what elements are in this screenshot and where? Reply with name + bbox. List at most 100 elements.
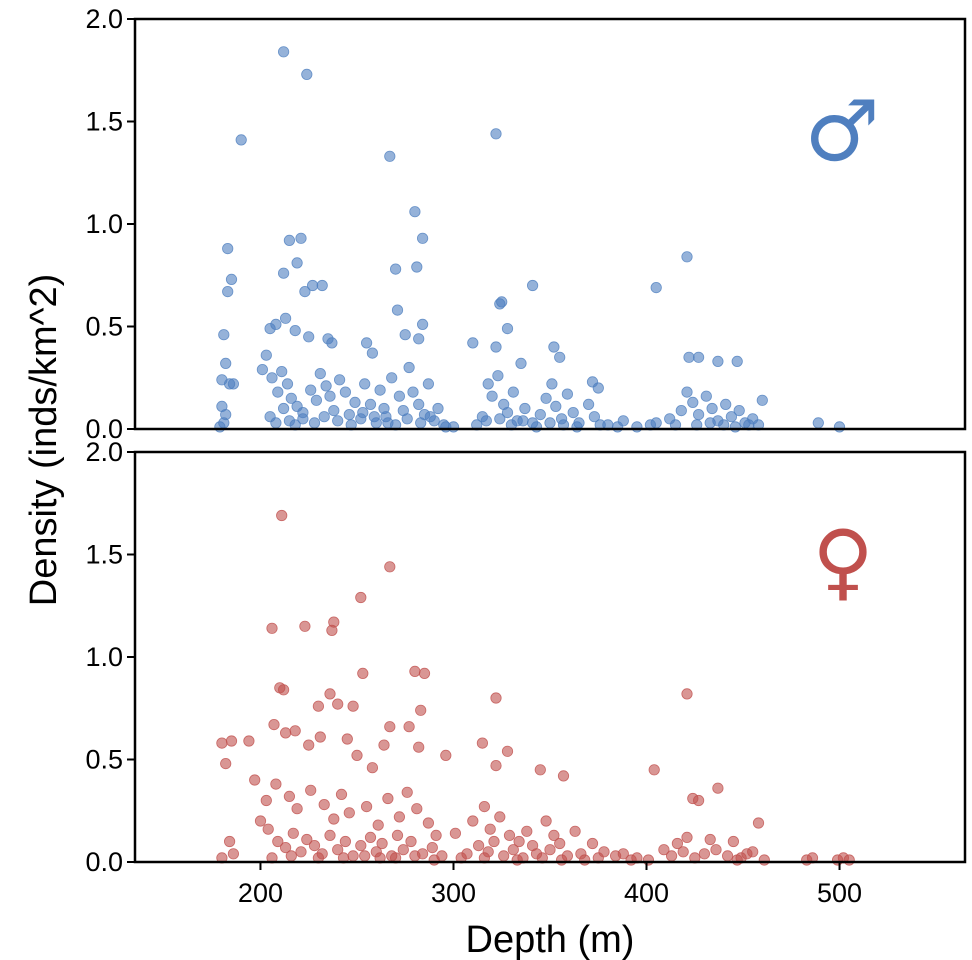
male-point <box>480 415 492 427</box>
female-point <box>704 833 716 846</box>
female-point <box>384 721 396 733</box>
female-point <box>397 844 409 856</box>
male-point <box>380 411 392 423</box>
female-point <box>648 764 660 776</box>
male-point <box>277 402 290 415</box>
male-points <box>214 46 846 433</box>
male-symbol: ♂ <box>804 82 879 180</box>
male-point <box>494 413 506 425</box>
male-point <box>490 128 502 140</box>
y-tick-label: 0.0 <box>85 847 123 877</box>
female-point <box>355 591 367 604</box>
female-point <box>411 803 423 815</box>
female-point <box>401 786 413 798</box>
male-point <box>332 415 344 427</box>
female-point <box>586 837 599 850</box>
male-point <box>281 378 294 390</box>
female-point <box>548 829 560 842</box>
female-point <box>287 827 299 839</box>
male-point <box>492 370 504 382</box>
male-point <box>260 349 272 361</box>
female-point <box>642 854 655 866</box>
female-point <box>260 794 272 807</box>
male-point <box>548 341 560 353</box>
male-point <box>283 234 295 246</box>
male-point <box>277 267 290 279</box>
female-point <box>351 749 363 762</box>
male-point <box>214 421 226 433</box>
female-point <box>335 788 348 801</box>
female-point <box>681 688 693 700</box>
female-point <box>521 825 533 837</box>
female-y-axis: 0.0 0.5 1.0 1.5 2.0 <box>85 437 135 877</box>
female-point <box>295 846 307 858</box>
male-point <box>407 386 419 398</box>
male-point <box>611 421 624 433</box>
male-point <box>272 386 284 398</box>
female-point <box>555 854 568 866</box>
female-point <box>291 803 303 815</box>
male-point <box>349 396 361 408</box>
x-axis: 200 300 400 500 <box>238 862 862 908</box>
male-point <box>370 417 382 429</box>
male-point <box>675 404 687 417</box>
male-point <box>279 312 292 324</box>
male-point <box>706 402 718 415</box>
male-point <box>308 417 321 429</box>
female-point <box>727 835 740 848</box>
female-point <box>472 839 485 852</box>
female-point <box>712 782 724 794</box>
male-point <box>413 333 425 345</box>
female-point <box>625 854 637 866</box>
male-point <box>303 331 315 343</box>
male-point <box>416 232 429 244</box>
female-point <box>372 819 384 831</box>
female-point <box>409 850 421 862</box>
female-point <box>266 622 278 634</box>
female-point <box>405 835 417 848</box>
female-point <box>347 700 359 712</box>
male-point <box>399 329 411 341</box>
female-point <box>681 831 693 844</box>
female-point <box>478 800 490 813</box>
male-point <box>386 372 398 384</box>
x-tick-label: 500 <box>817 878 862 908</box>
female-point <box>422 817 434 829</box>
male-y-axis: 0.0 0.5 1.0 1.5 2.0 <box>85 4 135 444</box>
female-point <box>544 844 556 856</box>
male-point <box>554 351 566 363</box>
female-point <box>225 735 238 747</box>
male-point <box>411 261 423 273</box>
male-point <box>413 398 425 410</box>
y-tick-label: 2.0 <box>85 4 123 34</box>
female-point <box>270 778 282 790</box>
male-point <box>692 408 705 421</box>
y-tick-label: 1.5 <box>85 540 123 570</box>
female-point <box>449 827 461 839</box>
male-point <box>432 402 444 415</box>
female-point <box>326 624 338 637</box>
male-point <box>359 378 371 390</box>
x-tick-label: 200 <box>238 878 283 908</box>
female-point <box>324 829 336 842</box>
female-point <box>498 850 510 862</box>
female-point <box>341 733 353 745</box>
male-point <box>507 386 519 398</box>
female-point <box>249 774 261 786</box>
y-tick-label: 0.5 <box>85 745 123 775</box>
female-point <box>343 807 355 819</box>
male-point <box>530 421 543 433</box>
female-point <box>328 813 340 825</box>
male-point <box>235 134 247 146</box>
male-point <box>291 257 303 269</box>
female-point <box>534 764 546 776</box>
female-point <box>617 848 629 860</box>
female-point <box>283 790 295 803</box>
female-point <box>415 704 427 716</box>
female-point <box>268 718 280 731</box>
female-point <box>426 841 438 854</box>
female-point <box>299 620 311 632</box>
female-point <box>314 731 326 743</box>
male-point <box>314 367 326 380</box>
